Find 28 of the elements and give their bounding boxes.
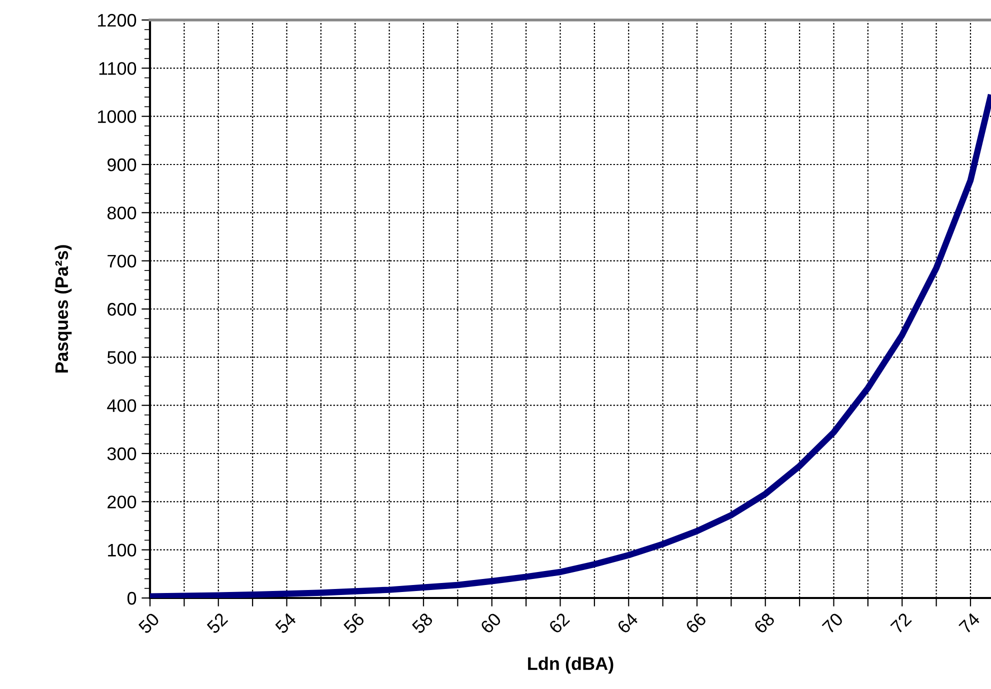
x-tick-label: 52 [206,612,228,634]
x-tick-label: 50 [138,612,160,634]
x-tick-label: 66 [684,612,707,634]
x-tick-label: 54 [274,612,297,634]
x-tick-label: 64 [616,612,639,634]
x-tick-label: 72 [890,612,912,634]
y-tick-label: 300 [107,447,136,460]
y-tick-label: 1100 [99,62,136,75]
y-tick-label: 100 [108,544,136,557]
y-tick-label: 600 [108,302,136,316]
x-tick-label: 58 [411,612,434,634]
x-tick-label: 68 [753,612,776,634]
x-axis-title: Ldn (dBA) [528,656,614,674]
x-tick-label: 74 [958,612,981,634]
y-tick-label: 200 [108,496,136,508]
y-tick-label: 0 [127,592,136,605]
x-tick-label: 62 [548,612,570,634]
y-tick-label: 1200 [98,14,136,27]
x-tick-label: 56 [342,612,366,634]
y-tick-label: 500 [107,351,136,364]
y-tick-label: 900 [108,158,136,172]
x-tick-label: 70 [822,612,844,634]
y-tick-label: 400 [107,399,136,412]
y-tick-label: 1000 [98,110,136,124]
y-tick-label: 700 [108,254,136,268]
y-tick-label: 800 [107,206,136,220]
x-tick-label: 60 [480,612,502,634]
y-axis-title: Pasques (Pa²s) [54,245,72,373]
